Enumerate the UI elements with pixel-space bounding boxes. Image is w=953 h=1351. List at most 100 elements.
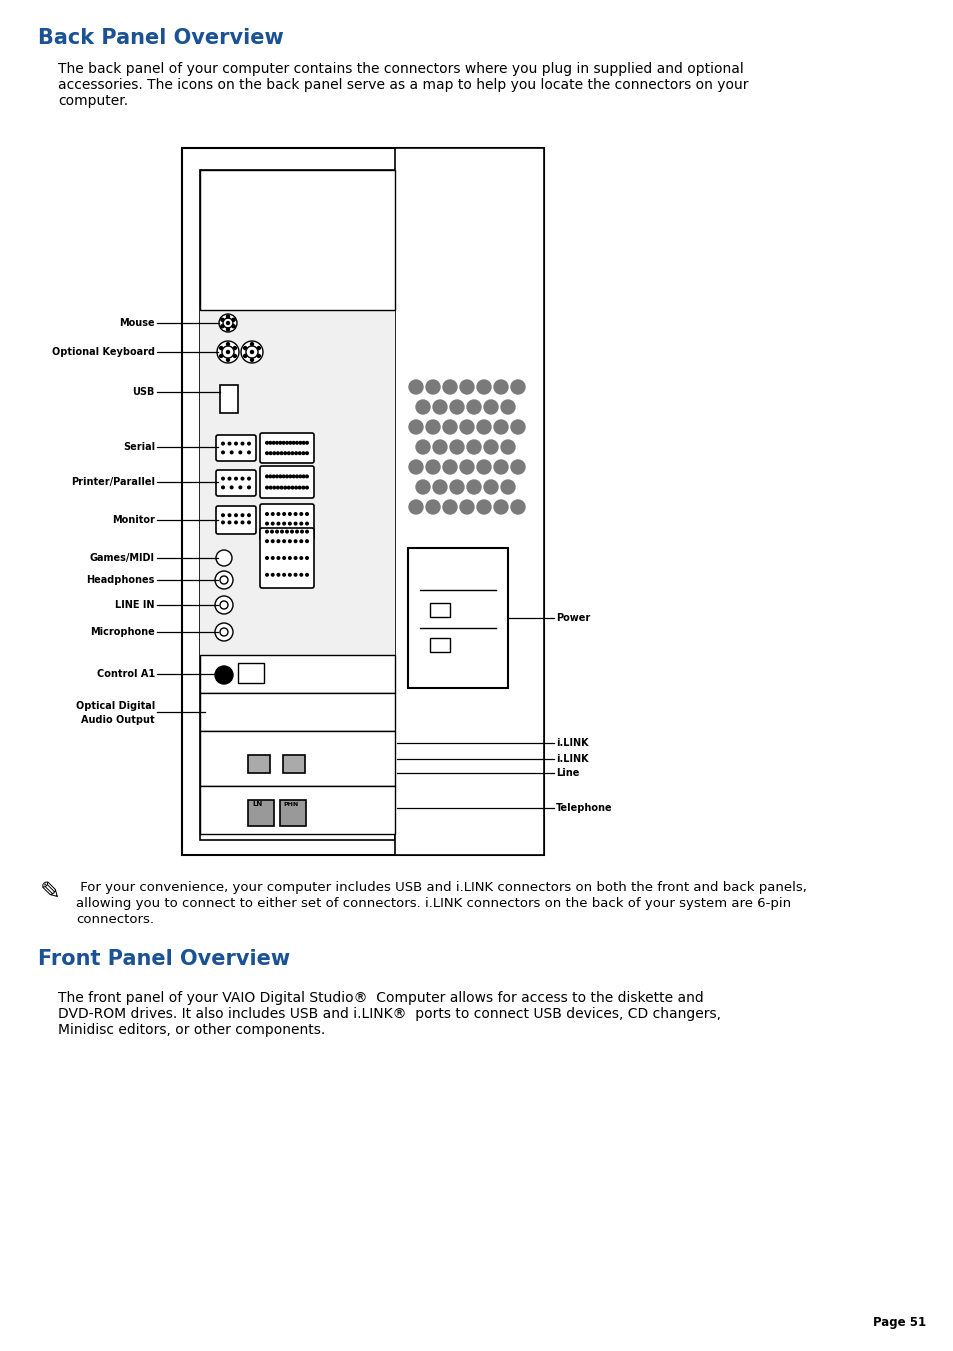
Text: Mouse: Mouse bbox=[119, 317, 154, 328]
Circle shape bbox=[483, 480, 497, 494]
Circle shape bbox=[266, 540, 268, 543]
Circle shape bbox=[266, 557, 268, 559]
Circle shape bbox=[299, 557, 302, 559]
Circle shape bbox=[223, 317, 233, 328]
Circle shape bbox=[299, 574, 302, 576]
Circle shape bbox=[305, 512, 308, 515]
Circle shape bbox=[302, 442, 305, 444]
Circle shape bbox=[442, 420, 456, 434]
Text: DVD-ROM drives. It also includes USB and i.LINK®  ports to connect USB devices, : DVD-ROM drives. It also includes USB and… bbox=[58, 1006, 720, 1021]
Circle shape bbox=[305, 574, 308, 576]
Circle shape bbox=[269, 442, 272, 444]
Bar bbox=[283, 755, 305, 773]
Circle shape bbox=[276, 512, 279, 515]
Circle shape bbox=[285, 442, 288, 444]
Text: Printer/Parallel: Printer/Parallel bbox=[71, 477, 154, 486]
Circle shape bbox=[305, 557, 308, 559]
Circle shape bbox=[276, 523, 279, 526]
Circle shape bbox=[241, 340, 263, 363]
Circle shape bbox=[257, 347, 260, 350]
Circle shape bbox=[409, 459, 422, 474]
Circle shape bbox=[234, 442, 237, 444]
Text: LN: LN bbox=[252, 801, 262, 807]
Circle shape bbox=[266, 451, 268, 454]
Circle shape bbox=[269, 451, 272, 454]
Circle shape bbox=[266, 476, 268, 478]
Circle shape bbox=[450, 440, 463, 454]
Circle shape bbox=[220, 628, 228, 636]
Circle shape bbox=[248, 442, 250, 444]
Circle shape bbox=[226, 358, 230, 362]
Text: Microphone: Microphone bbox=[91, 627, 154, 638]
Circle shape bbox=[278, 476, 281, 478]
Circle shape bbox=[500, 400, 515, 413]
Circle shape bbox=[459, 420, 474, 434]
Bar bbox=[200, 170, 395, 309]
Circle shape bbox=[294, 512, 296, 515]
Circle shape bbox=[220, 576, 228, 584]
Circle shape bbox=[426, 420, 439, 434]
Circle shape bbox=[214, 666, 233, 684]
Circle shape bbox=[291, 486, 294, 489]
Text: ✎: ✎ bbox=[40, 880, 61, 904]
Circle shape bbox=[285, 531, 288, 532]
Circle shape bbox=[275, 476, 278, 478]
Circle shape bbox=[295, 442, 298, 444]
Circle shape bbox=[216, 340, 239, 363]
Circle shape bbox=[243, 347, 247, 350]
Circle shape bbox=[416, 440, 430, 454]
Circle shape bbox=[234, 521, 237, 524]
Circle shape bbox=[275, 442, 278, 444]
Circle shape bbox=[226, 315, 230, 317]
FancyBboxPatch shape bbox=[215, 470, 255, 496]
Circle shape bbox=[241, 513, 244, 516]
Circle shape bbox=[269, 476, 272, 478]
Circle shape bbox=[234, 477, 237, 480]
Circle shape bbox=[221, 319, 224, 322]
Circle shape bbox=[500, 480, 515, 494]
Circle shape bbox=[280, 486, 282, 489]
Bar bbox=[200, 786, 395, 834]
Text: Optical Digital: Optical Digital bbox=[75, 701, 154, 711]
Circle shape bbox=[266, 523, 268, 526]
Text: accessories. The icons on the back panel serve as a map to help you locate the c: accessories. The icons on the back panel… bbox=[58, 78, 748, 92]
Circle shape bbox=[266, 574, 268, 576]
Circle shape bbox=[266, 486, 268, 489]
Circle shape bbox=[285, 476, 288, 478]
FancyBboxPatch shape bbox=[260, 504, 314, 540]
Circle shape bbox=[298, 451, 301, 454]
Bar bbox=[280, 800, 306, 825]
Text: Power: Power bbox=[556, 613, 590, 623]
Circle shape bbox=[221, 486, 224, 489]
Circle shape bbox=[284, 451, 286, 454]
Circle shape bbox=[230, 451, 233, 454]
Bar bbox=[200, 655, 395, 693]
Circle shape bbox=[294, 557, 296, 559]
Circle shape bbox=[282, 557, 285, 559]
Text: The front panel of your VAIO Digital Studio®  Computer allows for access to the : The front panel of your VAIO Digital Stu… bbox=[58, 992, 703, 1005]
Circle shape bbox=[289, 476, 292, 478]
Circle shape bbox=[299, 512, 302, 515]
Circle shape bbox=[239, 486, 241, 489]
Circle shape bbox=[494, 380, 507, 394]
Circle shape bbox=[294, 540, 296, 543]
Circle shape bbox=[494, 459, 507, 474]
Circle shape bbox=[494, 500, 507, 513]
Circle shape bbox=[266, 531, 268, 532]
Circle shape bbox=[450, 400, 463, 413]
Circle shape bbox=[226, 343, 230, 346]
Circle shape bbox=[266, 512, 268, 515]
Circle shape bbox=[476, 420, 491, 434]
Circle shape bbox=[433, 400, 447, 413]
Circle shape bbox=[246, 346, 257, 358]
Circle shape bbox=[442, 459, 456, 474]
Circle shape bbox=[459, 500, 474, 513]
Text: i.LINK: i.LINK bbox=[556, 754, 588, 765]
Circle shape bbox=[272, 574, 274, 576]
Circle shape bbox=[280, 531, 283, 532]
Circle shape bbox=[302, 476, 305, 478]
Text: PHN: PHN bbox=[283, 802, 298, 807]
Circle shape bbox=[280, 451, 282, 454]
Circle shape bbox=[282, 540, 285, 543]
Circle shape bbox=[282, 476, 285, 478]
